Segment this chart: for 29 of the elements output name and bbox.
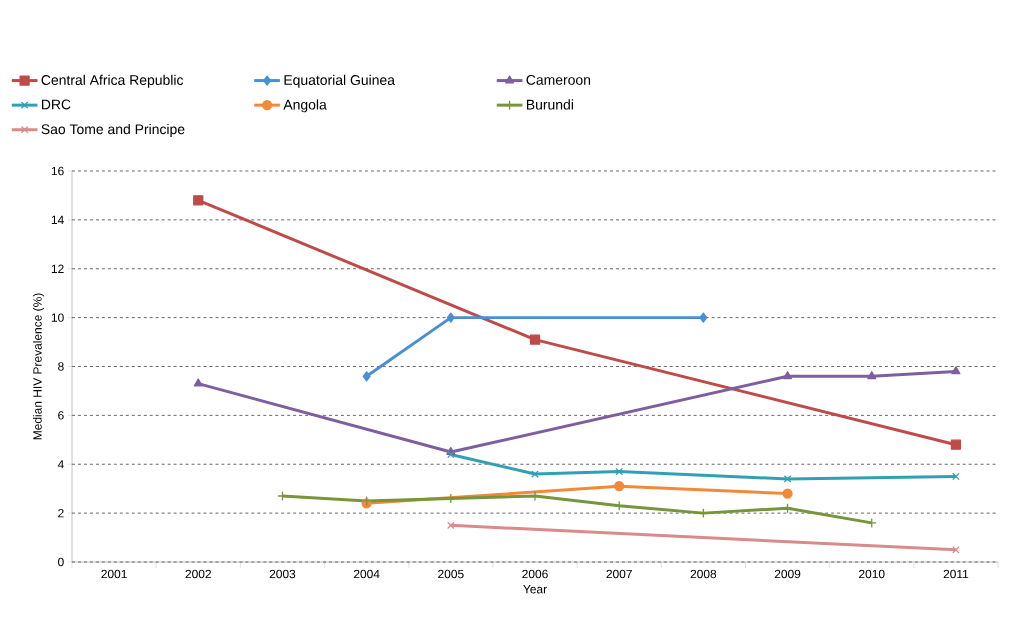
x-tick-label: 2003: [269, 569, 296, 579]
x-tick-label: 2009: [774, 569, 801, 579]
legend-label: Sao Tome and Principe: [41, 123, 185, 137]
legend-label: Angola: [283, 99, 327, 113]
x-axis-title: Year: [523, 585, 547, 594]
legend-label: DRC: [41, 99, 71, 110]
x-tick-label: 2005: [438, 569, 464, 579]
y-tick-label: 2: [58, 508, 64, 518]
legend-label: Central Africa Republic: [41, 74, 184, 88]
y-tick-label: 12: [51, 264, 64, 273]
legend-label: Equatorial Guinea: [284, 74, 395, 88]
x-tick-label: 2006: [522, 569, 548, 579]
x-tick-label: 2004: [353, 569, 380, 579]
y-tick-label: 16: [51, 166, 64, 176]
x-tick-label: 2008: [690, 569, 717, 579]
y-tick-label: 10: [51, 313, 64, 322]
x-tick-label: 2007: [606, 569, 632, 579]
y-tick-label: 8: [58, 362, 64, 371]
x-tick-label: 2010: [859, 569, 885, 579]
x-tick-label: 2001: [101, 569, 127, 579]
x-tick-label: 2011: [943, 569, 969, 579]
y-axis-title: Median HIV Prevalence (%): [32, 293, 45, 440]
y-tick-label: 14: [51, 215, 64, 224]
y-tick-label: 0: [58, 557, 64, 567]
x-tick-label: 2002: [185, 569, 211, 579]
y-tick-label: 6: [58, 411, 64, 420]
legend-label: Burundi: [526, 99, 573, 110]
legend-label: Cameroon: [526, 74, 591, 85]
y-tick-label: 4: [57, 460, 64, 469]
